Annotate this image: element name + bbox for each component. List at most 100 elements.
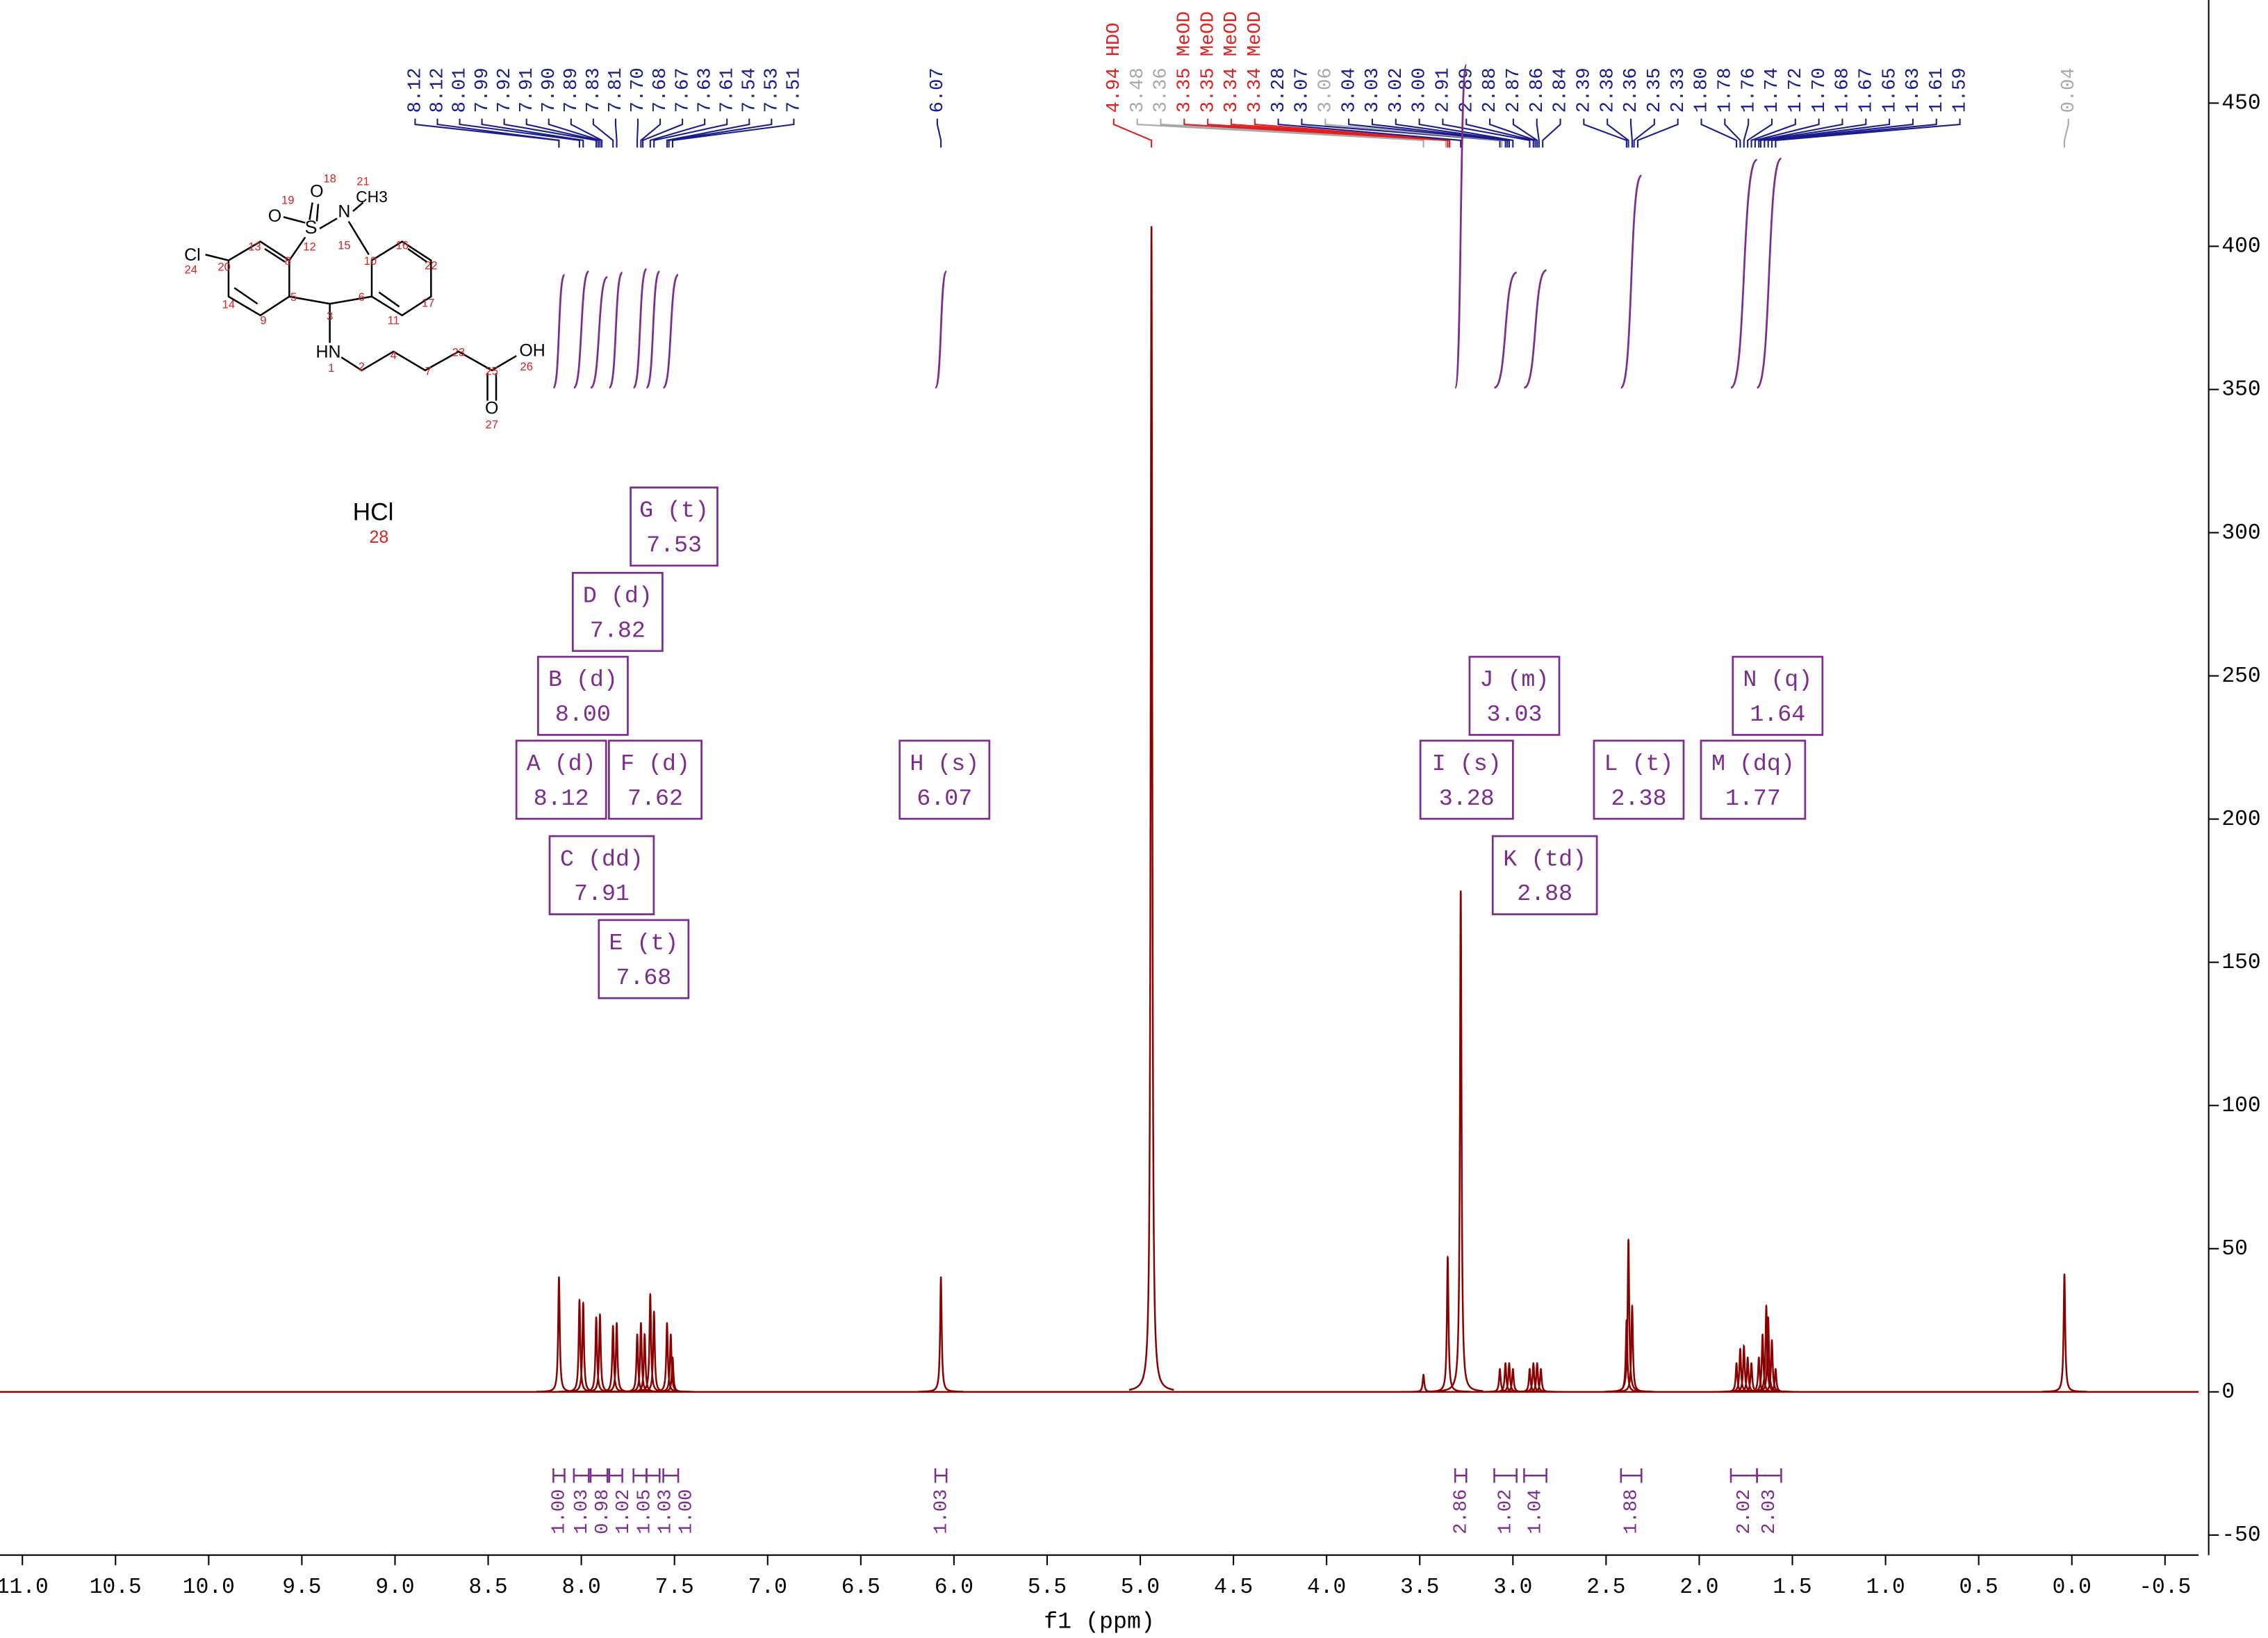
multiplet-shift: 1.77 — [1725, 785, 1781, 812]
y-tick-label: 400 — [2221, 235, 2260, 259]
atom-label: HN — [316, 343, 341, 362]
x-tick-label: 10.0 — [183, 1575, 235, 1600]
peak-label: 2.88 — [1479, 67, 1501, 113]
integral-label: 1.00 — [676, 1489, 698, 1534]
peak-label: 7.61 — [716, 67, 738, 113]
atom-label: 17 — [422, 297, 435, 310]
integral-label: 1.88 — [1621, 1489, 1643, 1534]
multiplet-box — [1700, 739, 1807, 820]
multiplet-box — [608, 739, 702, 820]
integral-curve — [1620, 174, 1643, 389]
multiplet-box — [1419, 739, 1514, 820]
peak — [622, 1332, 667, 1393]
y-tick-label: 200 — [2221, 808, 2260, 832]
integral-bracket — [632, 1468, 648, 1483]
x-tick-label: 9.0 — [375, 1575, 414, 1600]
integral-bracket — [662, 1468, 680, 1483]
multiplet-label: L (t) — [1604, 751, 1674, 777]
peak-label: 7.54 — [739, 67, 760, 113]
peak — [918, 1276, 964, 1393]
multiplet-shift: 7.53 — [646, 532, 702, 559]
peak — [1425, 1255, 1470, 1393]
x-tick-label: -0.5 — [2139, 1575, 2191, 1600]
multiplet-shift: 8.00 — [555, 701, 611, 728]
peak — [1514, 1362, 1560, 1393]
peak-label-connector — [1747, 118, 1773, 148]
x-tick-label: 7.5 — [655, 1575, 694, 1600]
peak-label-connector — [481, 118, 584, 148]
x-tick-label: 9.5 — [282, 1575, 321, 1600]
peak — [1401, 1373, 1446, 1393]
multiplet-label: B (d) — [548, 666, 618, 693]
peak — [1486, 1362, 1532, 1393]
salt: HCl — [353, 498, 394, 525]
atom-label: 22 — [425, 259, 438, 272]
peak-label-connector — [1583, 118, 1627, 148]
x-tick-label: 6.5 — [841, 1575, 880, 1600]
integral-bracket — [1729, 1468, 1758, 1483]
atom-label: 24 — [185, 263, 198, 277]
integral-bracket — [1756, 1468, 1782, 1483]
peak-label-connector — [1465, 118, 1534, 148]
atom-label: 4 — [391, 348, 397, 361]
x-tick-label: 2.0 — [1679, 1575, 1718, 1600]
y-tick-label: 0 — [2221, 1380, 2235, 1404]
atom-label: 18 — [323, 172, 336, 186]
y-tick-label: 300 — [2221, 521, 2260, 546]
peak — [1609, 1304, 1655, 1393]
multiplet-label: D (d) — [583, 582, 652, 609]
peak-label: 7.91 — [516, 67, 538, 113]
x-tick-label: 3.5 — [1400, 1575, 1439, 1600]
integral-label: 1.02 — [613, 1489, 634, 1534]
peak-label: 3.35 MeOD — [1197, 11, 1219, 113]
peak-label-connector — [1629, 118, 1633, 148]
x-tick-label: 3.0 — [1493, 1575, 1532, 1600]
peak-label-connector — [1348, 118, 1506, 148]
peak-label-connector — [1536, 118, 1540, 148]
peak-label-connector — [1254, 118, 1451, 148]
x-tick-label: 1.0 — [1866, 1575, 1905, 1600]
integral-curve — [646, 270, 661, 389]
bonds — [205, 202, 517, 401]
peak-label-connector — [1759, 118, 1867, 148]
multiplet-shift: 1.64 — [1750, 701, 1805, 728]
peak-label-connector — [1371, 118, 1509, 148]
integral-label: 1.03 — [571, 1489, 593, 1534]
integral-label: 1.04 — [1525, 1489, 1547, 1534]
x-tick-label: 5.0 — [1121, 1575, 1160, 1600]
peak-label: 1.70 — [1809, 67, 1830, 113]
peak-label: 3.34 MeOD — [1221, 11, 1242, 113]
multiplet-box — [1468, 655, 1561, 736]
multiplet-shift: 6.07 — [917, 785, 972, 812]
peak-label-connector — [1767, 118, 1914, 148]
peak-label-connector — [642, 118, 684, 148]
peak-label-connector — [1512, 118, 1538, 148]
peak-label: 7.83 — [583, 67, 605, 113]
peak-label: 0.04 — [2058, 67, 2080, 113]
multiplet-label: A (d) — [527, 751, 596, 777]
peak-label: 7.51 — [784, 67, 805, 113]
peak-label: 1.74 — [1761, 67, 1783, 113]
integral-label: 1.02 — [1495, 1489, 1517, 1534]
peak-label-connector — [1750, 118, 1796, 148]
peak-label: 1.78 — [1714, 67, 1736, 113]
peak — [1511, 1362, 1556, 1393]
peak-label: 8.12 — [427, 67, 449, 113]
multiplet-box — [1491, 835, 1598, 915]
atom-label: 6 — [359, 290, 365, 304]
x-tick-label: 0.5 — [1959, 1575, 1998, 1600]
peak-label-connector — [1542, 118, 1561, 148]
peak-label-connector — [653, 118, 728, 148]
atom-label: 14 — [222, 298, 236, 311]
peak-label-connector — [1700, 118, 1738, 148]
atom-label: 27 — [486, 418, 499, 431]
peak-label-connector — [668, 118, 773, 148]
peak-label-connector — [666, 118, 750, 148]
peak — [1518, 1368, 1563, 1393]
peak-label-connector — [1770, 118, 1937, 148]
peak-label: 7.89 — [561, 67, 582, 113]
x-tick-label: 10.5 — [90, 1575, 142, 1600]
peak-label: 3.36 — [1151, 67, 1172, 113]
peak-label-connector — [1743, 118, 1750, 148]
integral-bracket — [552, 1468, 566, 1483]
